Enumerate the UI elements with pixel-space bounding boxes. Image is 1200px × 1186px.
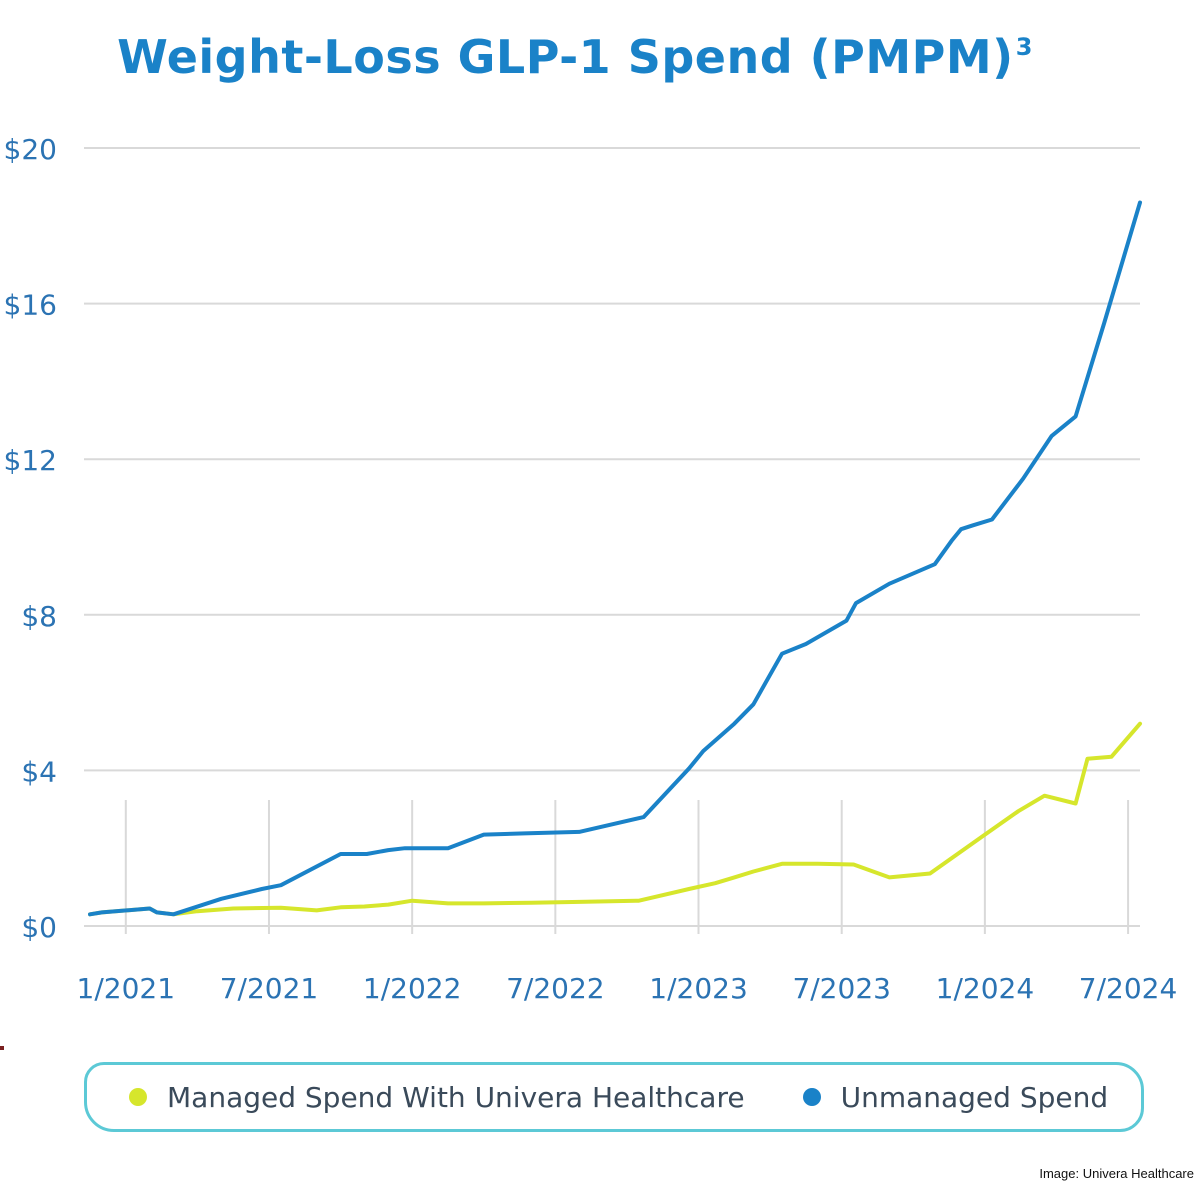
y-tick-label: $8	[21, 600, 57, 633]
x-tick-label: 1/2022	[363, 972, 462, 1005]
chart-title: Weight-Loss GLP-1 Spend (PMPM)3	[0, 30, 1150, 84]
x-tick-label: 1/2024	[936, 972, 1035, 1005]
managed-dot-icon	[129, 1088, 147, 1106]
chart-title-text: Weight-Loss GLP-1 Spend (PMPM)	[117, 30, 1014, 84]
chart-title-superscript: 3	[1015, 33, 1033, 61]
legend-item-managed: Managed Spend With Univera Healthcare	[129, 1081, 745, 1114]
stray-mark	[0, 1046, 4, 1050]
y-tick-label: $4	[21, 755, 57, 788]
legend-item-unmanaged: Unmanaged Spend	[802, 1080, 1109, 1114]
x-tick-label: 1/2021	[77, 972, 176, 1005]
x-tick-label: 7/2021	[220, 972, 319, 1005]
y-tick-label: $12	[4, 444, 57, 477]
unmanaged-dot-icon	[802, 1088, 821, 1106]
image-credit: Image: Univera Healthcare	[1039, 1166, 1194, 1181]
series-line-unmanaged	[88, 200, 1142, 917]
x-tick-label: 7/2024	[1079, 972, 1178, 1005]
x-tick-label: 7/2022	[506, 972, 605, 1005]
y-tick-label: $20	[4, 133, 57, 166]
x-tick-label: 7/2023	[792, 972, 891, 1005]
y-tick-label: $0	[21, 911, 57, 944]
y-tick-label: $16	[4, 289, 57, 322]
series-line-managed	[88, 721, 1142, 917]
legend-label-managed: Managed Spend With Univera Healthcare	[167, 1080, 745, 1114]
chart-legend: Managed Spend With Univera Healthcare Un…	[84, 1062, 1144, 1132]
line-chart: $0 $4 $8 $12 $16 $20 1/2021 7/2021 1/2022 7/2022 1…	[4, 133, 1178, 1005]
legend-label-unmanaged: Unmanaged Spend	[840, 1080, 1109, 1114]
x-tick-label: 1/2023	[649, 972, 748, 1005]
